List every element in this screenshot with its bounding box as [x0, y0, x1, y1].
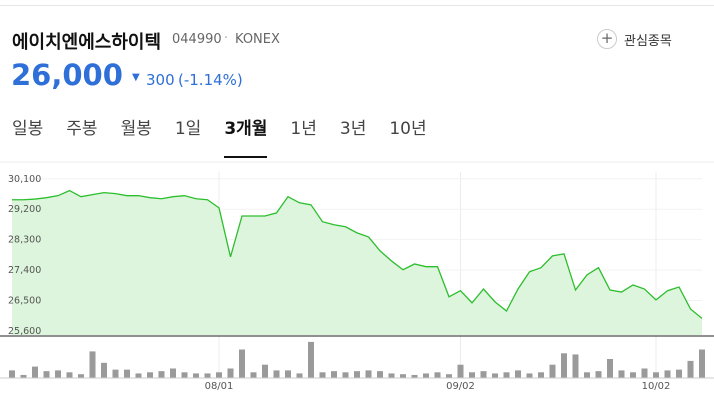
volume-bar [135, 373, 142, 378]
change-pct: (-1.14%) [178, 71, 243, 89]
stock-code: 044990 [172, 32, 222, 47]
price: 26,000 [11, 58, 123, 92]
volume-bar [492, 373, 498, 378]
volume-bar [158, 371, 165, 378]
volume-bar [388, 373, 395, 378]
volume-bar [561, 353, 567, 378]
volume-bar [20, 374, 27, 378]
separator: · [224, 31, 229, 46]
stock-name: 에이치엔에스하이텍 [12, 32, 162, 53]
volume-bar [676, 369, 682, 378]
x-tick-label: 09/02 [446, 381, 475, 392]
volume-bar [43, 371, 50, 378]
volume-bar [446, 374, 452, 378]
volume-bar [549, 364, 556, 378]
volume-bar [285, 370, 291, 378]
volume-bar [101, 362, 107, 378]
volume-bar [273, 370, 280, 378]
change: 300 [146, 71, 175, 89]
volume-bar [400, 374, 406, 378]
volume-bar [216, 372, 222, 378]
volume-bar [618, 370, 625, 378]
period-tab[interactable]: 3년 [339, 119, 367, 139]
volume-bar [480, 371, 487, 378]
volume-bar [342, 372, 349, 378]
price-line [12, 189, 703, 319]
volume-bar [687, 360, 694, 378]
volume-bar [89, 351, 96, 378]
volume-bar [9, 370, 15, 378]
top-border [0, 5, 714, 6]
volume-bar [239, 349, 245, 378]
period-tab[interactable]: 주봉 [66, 119, 98, 139]
volume-bar [607, 359, 613, 378]
volume-bar [308, 341, 314, 378]
volume-bar [630, 372, 636, 378]
volume-bar [66, 372, 73, 378]
watch-label: 관심종목 [624, 33, 672, 49]
price-area [12, 190, 702, 335]
volume-bar [699, 349, 705, 378]
y-tick-label: 26,500 [8, 296, 41, 307]
volume-bar [526, 373, 533, 378]
volume-bar [377, 371, 383, 378]
volume-bar [250, 372, 257, 378]
plus-icon: + [597, 29, 617, 49]
volume-bar [112, 369, 119, 378]
volume-bar [170, 368, 176, 378]
down-arrow: ▼ [132, 72, 140, 83]
volume-bar [331, 371, 337, 378]
volume-bar [595, 371, 602, 378]
market: KONEX [235, 32, 280, 47]
volume-bar [296, 373, 303, 378]
volume-bar [664, 370, 671, 378]
volume-bar [515, 370, 521, 378]
volume-bar [411, 374, 418, 378]
volume-bar [434, 372, 441, 378]
watch-button[interactable]: + 관심종목 [597, 29, 672, 49]
volume-bar [354, 371, 360, 378]
volume-bar [641, 368, 648, 378]
volume-bar [653, 372, 659, 378]
period-tabs: 일봉 주봉 월봉 1일 3개월 1년 3년 10년 [0, 116, 427, 160]
volume-bar [319, 372, 326, 378]
volume-bar [124, 369, 130, 378]
volume-bar [78, 374, 84, 378]
x-tick-label: 08/01 [205, 381, 234, 392]
period-tab[interactable]: 1년 [290, 119, 317, 139]
volume-bar [365, 370, 372, 378]
volume-bar [423, 373, 429, 378]
volume-bar [469, 372, 475, 378]
period-tab[interactable]: 일봉 [12, 119, 44, 139]
y-tick-label: 29,200 [8, 204, 41, 215]
volume-bar [503, 372, 510, 378]
y-tick-label: 25,600 [8, 326, 41, 337]
volume-bar [262, 364, 268, 378]
volume-bar [193, 373, 199, 378]
period-tab[interactable]: 월봉 [120, 119, 152, 139]
period-tab[interactable]: 1일 [174, 119, 202, 139]
volume-bar [147, 372, 153, 378]
volume-bar [204, 373, 211, 378]
period-tab[interactable]: 3개월 [224, 116, 268, 158]
x-tick-label: 10/02 [642, 381, 671, 392]
volume-bar [32, 366, 38, 378]
volume-bar [55, 370, 61, 378]
period-tab[interactable]: 10년 [389, 119, 427, 139]
y-tick-label: 27,400 [8, 265, 41, 276]
volume-bar [538, 372, 544, 378]
volume-bar [181, 372, 188, 378]
volume-bar [227, 368, 234, 378]
y-tick-label: 28,300 [8, 235, 41, 246]
volume-bar [572, 354, 579, 378]
y-tick-label: 30,100 [8, 174, 41, 185]
volume-bar [457, 364, 464, 378]
volume-bar [584, 372, 590, 378]
